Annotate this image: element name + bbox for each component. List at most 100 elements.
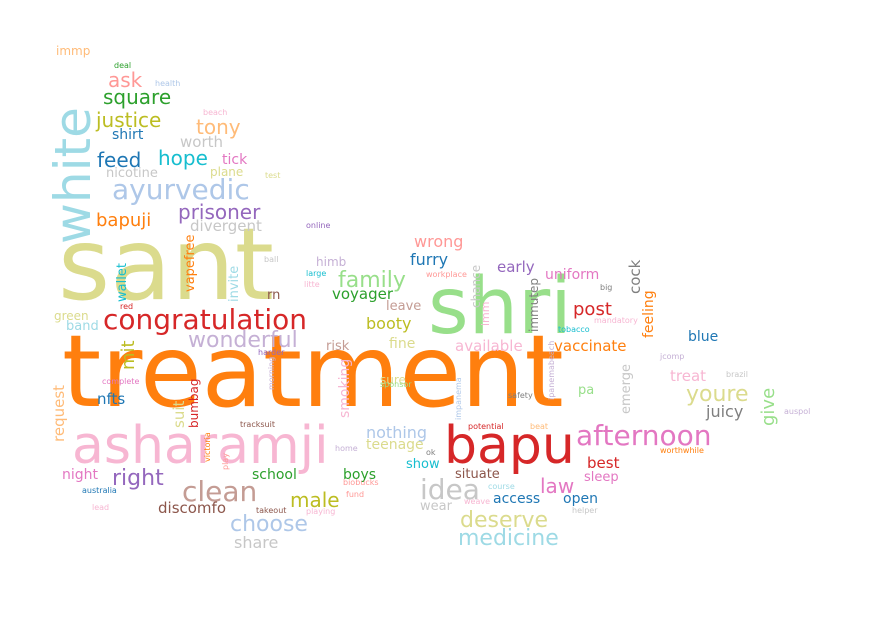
word: ayurvedic [112,173,250,206]
word: mit [118,340,139,370]
word: biobucks [343,478,379,487]
word: teenage [366,437,424,453]
word: access [493,491,541,507]
word: band [66,319,99,334]
word: divergent [190,217,262,235]
word: youre [686,382,749,407]
word: play [221,453,230,470]
word: wrong [414,232,464,251]
word: vapefree [183,234,198,292]
word: ask [108,68,143,92]
word: furry [410,250,449,269]
word: prisoner [178,200,261,224]
word: bapuji [96,210,152,231]
word: potential [468,422,504,431]
word: give [758,387,779,426]
word: workplace [426,270,467,279]
word: bumbag [187,378,201,429]
word: wallet [115,263,130,302]
word: treat [670,367,707,385]
word: tobacco [558,325,590,334]
word: family [338,268,406,293]
word: sponsor [380,380,412,389]
word: rn [267,288,281,303]
word: available [455,337,523,355]
word: victoria [203,432,212,462]
word: complete [102,377,140,386]
word: share [234,533,279,552]
word: blue [688,329,719,345]
word: vaccinate [554,337,627,355]
word: ipanemabeach [547,340,556,400]
word: nothing [366,423,428,442]
word: immutep [527,277,541,332]
word: safety [508,391,533,400]
word: sant [58,206,274,323]
word: lead [92,503,110,512]
word: post [573,299,612,320]
word: shri [428,262,572,352]
word: best [587,454,620,472]
word: night [62,467,99,483]
word: boys [343,467,377,483]
word: nicotine [106,166,158,181]
word: litte [304,280,320,289]
word: cock [626,259,644,294]
word: green [54,309,89,323]
word: wear [420,499,452,514]
word: beach [203,108,228,117]
word: auspol [784,407,811,416]
word: weave [464,497,491,506]
word: asharamji [72,416,329,476]
word: congratulation [103,303,308,336]
word: beat [530,422,549,431]
word: male [290,488,340,512]
word: uniform [545,267,600,283]
word: early [497,258,535,276]
word: home [335,444,358,453]
word: worth [180,133,224,151]
word: school [252,467,297,483]
word: wonderful [188,328,298,353]
word: plane [210,165,244,179]
word: big [600,283,613,292]
word: feed [97,148,142,172]
word: suit [170,400,188,428]
word: imm [479,301,492,327]
word: impanema [454,377,463,420]
word: large [306,269,327,278]
word: tony [196,115,241,139]
word: show [406,457,440,472]
word: morning [267,356,276,390]
word: brazil [726,370,748,379]
word: white [44,107,102,244]
word: situate [455,467,500,482]
word: medicine [458,526,559,551]
word: helper [572,506,598,515]
word: fine [389,336,416,352]
word: leave [386,299,422,314]
word: tracksuit [240,420,275,429]
word: tick [222,152,248,168]
word: idea [420,473,480,506]
word: harder [258,348,285,357]
word: smoking [337,358,353,418]
word: takeout [256,506,287,515]
word: mandatory [594,316,638,325]
word: choose [230,512,308,537]
word: jcomp [660,352,685,361]
word: test [265,171,281,180]
word: nfts [97,390,126,408]
word: booty [366,314,412,333]
word: request [50,384,68,442]
word: immp [56,44,91,58]
word: bapu [444,416,575,476]
word: online [306,221,331,230]
word: australia [82,486,117,495]
word: deserve [460,508,549,533]
word: invite [227,265,242,302]
word: health [155,79,181,88]
word: clean [182,475,258,508]
word: ok [426,448,436,457]
